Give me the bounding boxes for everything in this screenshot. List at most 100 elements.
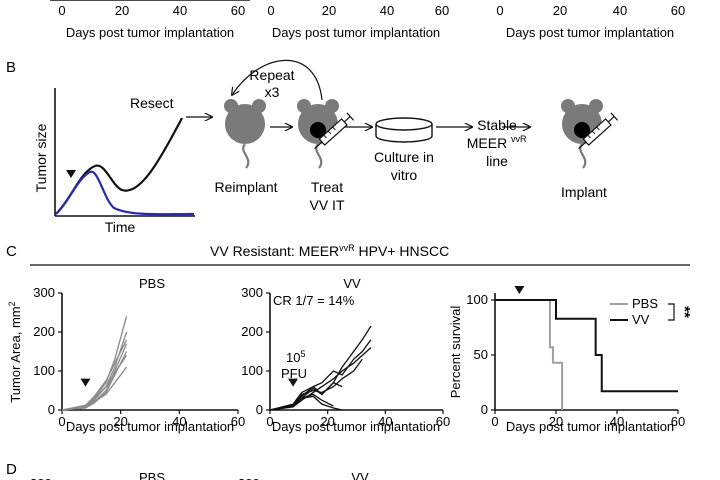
mouse-tail [315, 143, 323, 169]
survival-treatment-arrow [514, 286, 525, 294]
schematic-ylabel: Tumor size [33, 123, 49, 192]
survival-ticks: 0 20 40 60 0 50 100 [466, 292, 685, 429]
x-tick-label: 40 [378, 414, 392, 429]
x-tick-label: 20 [320, 414, 334, 429]
x-tick-label: 20 [113, 414, 127, 429]
vv-growth-chart: VV CR 1/7 = 14% 105 PFU Days post tumor … [241, 276, 450, 434]
x-tick-label: 0 [58, 414, 65, 429]
stable-label-2: MEER [467, 135, 507, 151]
y-tick-label: 100 [33, 363, 55, 378]
panel-d-pbs-title: PBS [139, 470, 165, 480]
panel-c-letter: C [6, 243, 17, 260]
series-line-4 [269, 358, 363, 411]
top-tick-3-40: 40 [613, 3, 627, 18]
y-tick-label: 300 [241, 285, 263, 300]
survival-chart: Percent survival Days post tumor implant… [448, 286, 693, 434]
stable-label-3: line [486, 153, 508, 169]
culture-dish-icon [375, 117, 433, 143]
vv-treatment-arrow [288, 378, 299, 387]
resect-label: Resect [130, 95, 174, 111]
stable-label-1: Stable [477, 117, 517, 133]
top-xlabel-1: Days post tumor implantation [66, 25, 234, 40]
dose-annotation: 105 [286, 349, 305, 365]
y-tick-label: 100 [466, 292, 488, 307]
repeat-label-2: x3 [265, 84, 280, 100]
repeat-loop-arrow [232, 59, 323, 101]
syringe-icon [314, 112, 355, 150]
tumor-dot [310, 122, 326, 138]
mouse-body [225, 104, 265, 144]
resistant-growth-curve [55, 117, 183, 215]
vv-xlabel: Days post tumor implantation [272, 419, 440, 434]
schematic-xlabel: Time [105, 219, 136, 235]
pbs-lines [61, 316, 128, 411]
top-tick-3-60: 60 [671, 3, 685, 18]
y-tick-label: 0 [48, 402, 55, 417]
panel-d-ytick-1: 300 [30, 476, 52, 480]
reimplant-label: Reimplant [214, 179, 277, 195]
x-tick-label: 0 [491, 414, 498, 429]
top-tick-20: 20 [115, 3, 129, 18]
tumor-dot [574, 122, 590, 138]
top-tick-2-20: 20 [322, 3, 336, 18]
top-tick-3-20: 20 [553, 3, 567, 18]
y-tick-label: 0 [481, 402, 488, 417]
x-tick-label: 60 [671, 414, 685, 429]
panel-d-vv-title: VV [351, 470, 369, 480]
implant-label: Implant [561, 184, 607, 200]
top-xlabel-3: Days post tumor implantation [506, 25, 674, 40]
x-tick-label: 60 [436, 414, 450, 429]
y-tick-label: 100 [241, 363, 263, 378]
y-tick-label: 200 [33, 324, 55, 339]
y-tick-label: 0 [256, 402, 263, 417]
series-line-5 [269, 381, 343, 411]
top-tick-2-40: 40 [380, 3, 394, 18]
vv-lines [269, 325, 372, 411]
significance-bracket [668, 303, 675, 321]
pbs-title: PBS [139, 276, 165, 291]
panel-d-ytick-2: 300 [238, 476, 260, 480]
top-tick-2-60: 60 [435, 3, 449, 18]
significance-stars: ** [676, 306, 693, 318]
panel-b: B Tumor size Time Resect Reimplant [6, 59, 619, 235]
pbs-growth-chart: Tumor Area, mm2 PBS Days post tumor impl… [7, 276, 245, 434]
responder-growth-curve [55, 170, 195, 216]
survival-ylabel: Percent survival [448, 306, 463, 399]
dose-unit: PFU [281, 366, 307, 381]
pbs-ylabel: Tumor Area, mm2 [7, 301, 23, 402]
mouse-tail [579, 143, 587, 169]
mouse-tail [242, 143, 250, 169]
legend-pbs-label: PBS [632, 296, 658, 311]
survival-xlabel: Days post tumor implantation [506, 419, 674, 434]
top-tick-60: 60 [231, 3, 245, 18]
top-tick-2-0: 0 [267, 3, 274, 18]
treatment-arrowhead [66, 170, 76, 178]
panel-c: C VV Resistant: MEERvvR HPV+ HNSCC Tumor… [6, 243, 693, 434]
pbs-ticks: 0 20 40 60 0 100 200 300 [33, 285, 245, 429]
top-xlabel-2: Days post tumor implantation [272, 25, 440, 40]
x-tick-label: 40 [172, 414, 186, 429]
panel-d-letter: D [6, 461, 17, 478]
survival-lines [495, 299, 678, 410]
series-line-7 [269, 395, 343, 411]
top-tick-0: 0 [58, 3, 65, 18]
panel-b-letter: B [6, 59, 16, 76]
stable-label-sup: vvR [511, 134, 527, 144]
vv-title: VV [343, 276, 361, 291]
x-tick-label: 20 [549, 414, 563, 429]
panel-d: D 300 PBS 300 VV [6, 461, 369, 480]
y-tick-label: 300 [33, 285, 55, 300]
culture-label-2: vitro [391, 167, 418, 183]
y-tick-label: 200 [241, 324, 263, 339]
repeat-label-1: Repeat [249, 67, 294, 83]
reimplant-mouse [224, 99, 266, 169]
x-tick-label: 60 [231, 414, 245, 429]
culture-label-1: Culture in [374, 149, 434, 165]
series-line-3 [269, 347, 372, 411]
series-line-pbs [495, 299, 564, 410]
top-tick-3-0: 0 [496, 3, 503, 18]
top-tick-40: 40 [173, 3, 187, 18]
y-tick-label: 50 [474, 347, 488, 362]
syringe-icon [578, 112, 619, 150]
